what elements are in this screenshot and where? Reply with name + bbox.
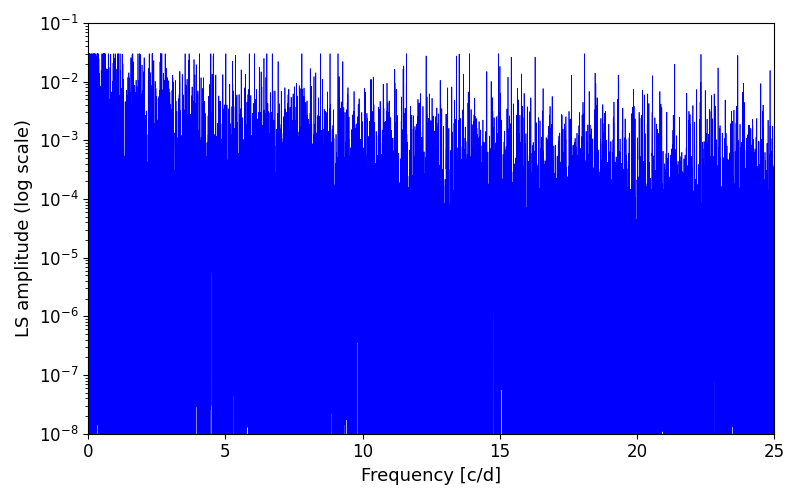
- X-axis label: Frequency [c/d]: Frequency [c/d]: [361, 467, 502, 485]
- Y-axis label: LS amplitude (log scale): LS amplitude (log scale): [15, 120, 33, 338]
